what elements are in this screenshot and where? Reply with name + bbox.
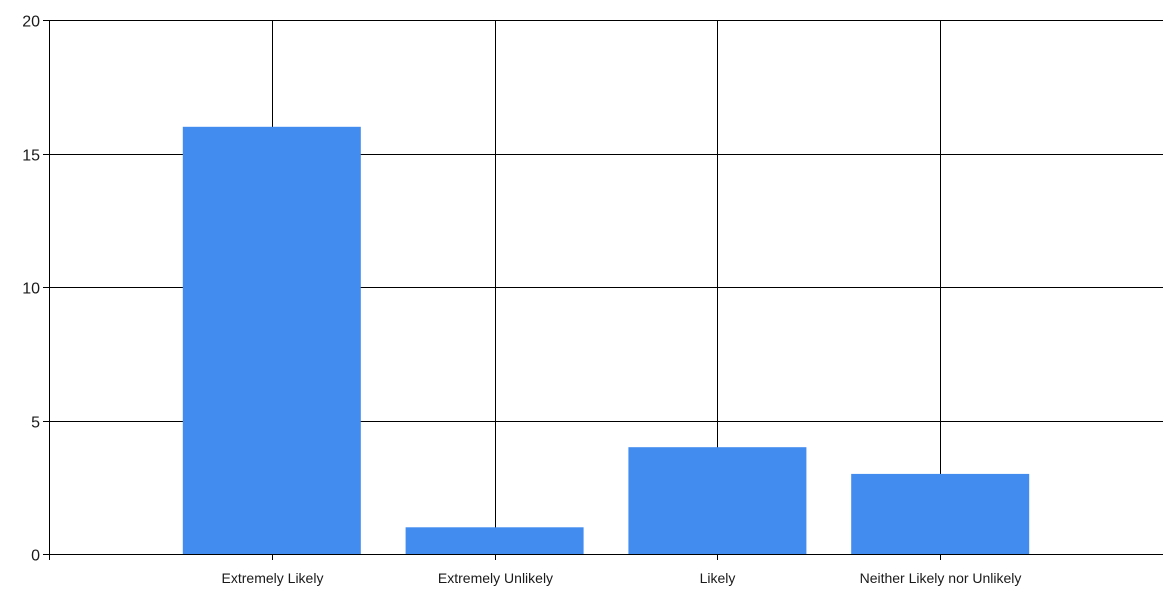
- y-tick-label: 15: [22, 148, 40, 165]
- x-tick-label: Extremely Unlikely: [438, 570, 553, 586]
- x-tick-label: Neither Likely nor Unlikely: [860, 570, 1022, 586]
- bars-layer: [183, 127, 1029, 554]
- x-tick-label: Extremely Likely: [222, 570, 324, 586]
- bar-likely: [628, 447, 806, 554]
- x-tick-label: Likely: [700, 570, 736, 586]
- y-tick-label: 0: [31, 548, 40, 565]
- y-tick-label: 5: [31, 415, 40, 432]
- bar-extremely-likely: [183, 127, 361, 554]
- bar-extremely-unlikely: [406, 527, 584, 554]
- y-tick-label: 20: [22, 14, 40, 31]
- y-tick-label: 10: [22, 281, 40, 298]
- bar-neither-likely-nor-unlikely: [851, 474, 1029, 554]
